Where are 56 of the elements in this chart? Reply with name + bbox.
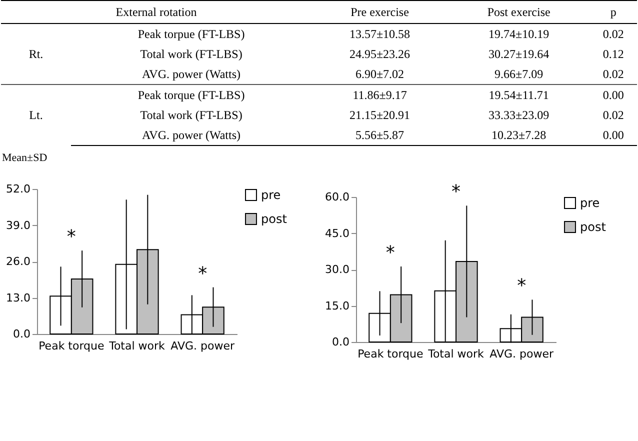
text: 0.12 xyxy=(602,46,625,62)
y-tick-label: 52.0 xyxy=(6,182,30,196)
text: Pre exercise xyxy=(312,0,448,24)
text: 13.57±10.58 xyxy=(348,26,412,42)
x-tick-label: AVG. power xyxy=(170,340,235,352)
text: 5.56±5.87 xyxy=(312,125,448,146)
text: Mean±SD xyxy=(2,152,48,164)
x-tick-label: Peak torque xyxy=(38,340,105,352)
annotation: * xyxy=(386,242,395,264)
text: Lt. xyxy=(1,84,71,146)
y-tick-label: 13.0 xyxy=(6,291,30,304)
x-tick-label: Total work xyxy=(427,348,485,360)
y-tick-label: 15.0 xyxy=(325,299,350,312)
text: Peak torque (FT-LBS) xyxy=(71,84,312,105)
text: 0.02 xyxy=(602,26,625,42)
text: 33.33±23.09 xyxy=(488,106,550,124)
text: 0.02 xyxy=(602,106,625,124)
text: p xyxy=(590,0,637,24)
text: 0.02 xyxy=(602,66,625,82)
legend-label: post xyxy=(580,220,606,234)
text: Post exercise xyxy=(448,0,590,24)
text: 10.23±7.28 xyxy=(448,125,590,146)
legend-label: pre xyxy=(261,188,281,202)
text: 9.66±7.09 xyxy=(494,66,544,82)
text: 0.00 xyxy=(590,84,637,105)
text: 19.54±11.71 xyxy=(448,84,590,105)
text: 11.86±9.17 xyxy=(312,84,448,105)
text: 21.15±20.91 xyxy=(348,106,412,124)
text: 0.00 xyxy=(590,125,637,146)
text: AVG. power (Watts) xyxy=(71,125,312,146)
y-tick-label: 45.0 xyxy=(325,226,350,240)
text: Total work (FT-LBS) xyxy=(139,106,244,124)
text: External rotation xyxy=(1,0,312,24)
annotation: * xyxy=(452,182,460,203)
text: Total work (FT-LBS) xyxy=(139,46,244,62)
annotation: * xyxy=(517,276,526,297)
legend-label: post xyxy=(261,212,288,226)
x-tick-label: Peak torque xyxy=(358,348,424,360)
y-tick-label: 0.0 xyxy=(332,336,350,348)
text: Peak torpue (FT-LBS) xyxy=(136,26,246,42)
y-tick-label: 26.0 xyxy=(6,255,30,268)
text: AVG. power (Watts) xyxy=(141,66,242,82)
text: 24.95±23.26 xyxy=(348,46,412,62)
x-tick-label: AVG. power xyxy=(490,348,554,360)
y-tick-label: 0.0 xyxy=(13,328,30,340)
text: 6.90±7.02 xyxy=(354,66,406,82)
y-tick-label: 30.0 xyxy=(325,263,350,276)
text: Rt. xyxy=(28,46,44,62)
legend-label: pre xyxy=(580,196,600,210)
x-tick-label: Total work xyxy=(108,340,166,352)
y-tick-label: 60.0 xyxy=(325,190,350,204)
annotation: * xyxy=(66,226,76,248)
text: 30.27±19.64 xyxy=(488,46,550,62)
text: 19.74±10.19 xyxy=(488,26,550,42)
annotation: * xyxy=(198,263,208,284)
y-tick-label: 39.0 xyxy=(6,218,30,232)
